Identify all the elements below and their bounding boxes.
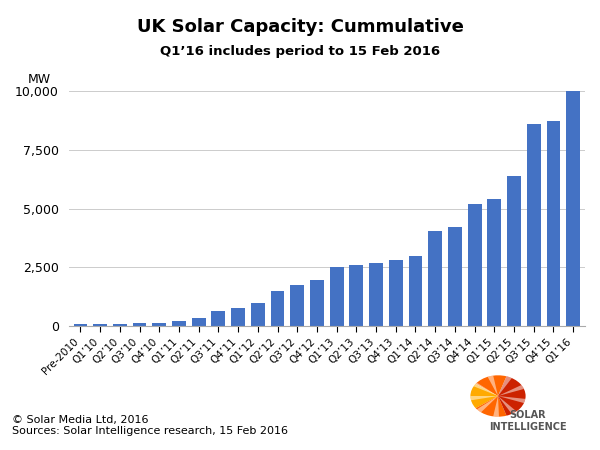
Bar	[547, 121, 560, 326]
Bar	[527, 124, 541, 326]
Bar	[369, 263, 383, 326]
Bar	[93, 324, 107, 326]
Bar	[487, 199, 501, 326]
Bar	[74, 324, 88, 326]
Wedge shape	[477, 396, 498, 412]
Bar	[231, 308, 245, 326]
Bar	[113, 324, 127, 326]
Wedge shape	[493, 396, 499, 417]
Bar	[349, 265, 363, 326]
Bar	[211, 311, 225, 326]
Text: UK Solar Capacity: Cummulative: UK Solar Capacity: Cummulative	[137, 18, 463, 36]
Wedge shape	[476, 375, 506, 396]
Bar	[271, 291, 284, 326]
Text: © Solar Media Ltd, 2016
Sources: Solar Intelligence research, 15 Feb 2016: © Solar Media Ltd, 2016 Sources: Solar I…	[12, 415, 288, 436]
Bar	[192, 318, 206, 326]
Wedge shape	[498, 396, 526, 403]
Text: MW: MW	[27, 73, 50, 86]
Bar	[507, 176, 521, 326]
Wedge shape	[498, 376, 526, 396]
Wedge shape	[476, 396, 506, 417]
Text: SOLAR
INTELLIGENCE: SOLAR INTELLIGENCE	[489, 410, 567, 432]
Bar	[290, 285, 304, 326]
Bar	[172, 321, 186, 326]
Wedge shape	[498, 396, 517, 414]
Bar	[468, 204, 482, 326]
Wedge shape	[473, 382, 498, 396]
Bar	[389, 260, 403, 326]
Bar	[152, 323, 166, 326]
Bar	[251, 302, 265, 326]
Wedge shape	[488, 376, 498, 396]
Bar	[330, 267, 344, 326]
Wedge shape	[498, 376, 512, 396]
Bar	[428, 231, 442, 326]
Wedge shape	[498, 396, 526, 416]
Bar	[310, 280, 324, 326]
Wedge shape	[498, 385, 524, 396]
Wedge shape	[470, 384, 498, 408]
Bar	[409, 256, 422, 326]
Wedge shape	[470, 396, 498, 400]
Bar	[448, 227, 462, 326]
Bar	[133, 324, 146, 326]
Text: Q1’16 includes period to 15 Feb 2016: Q1’16 includes period to 15 Feb 2016	[160, 45, 440, 58]
Bar	[566, 91, 580, 326]
